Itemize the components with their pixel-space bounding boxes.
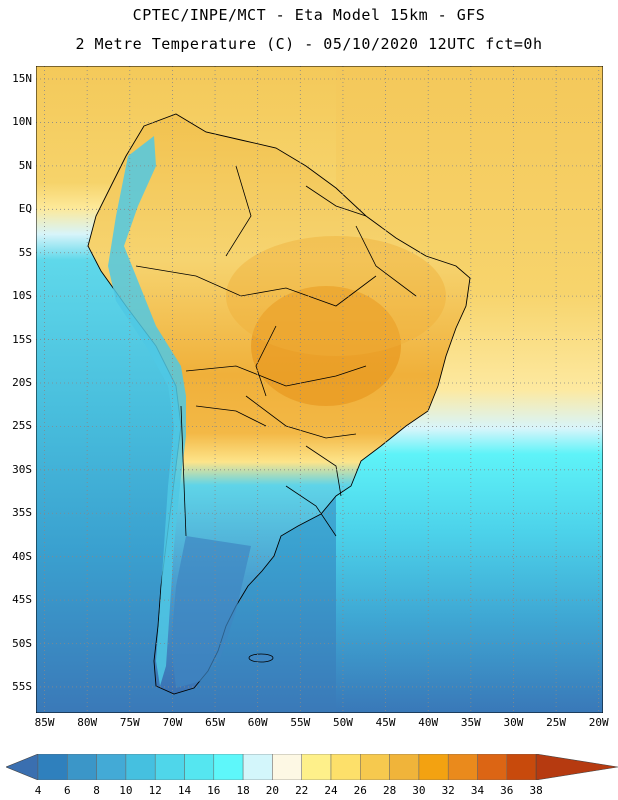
- colorbar-cell: [272, 754, 302, 780]
- lat-label: 10S: [12, 289, 32, 303]
- lon-label: 30W: [503, 716, 524, 729]
- colorbar-cell: [301, 754, 332, 780]
- lon-label: 25W: [546, 716, 567, 729]
- colorbar-cell: [213, 754, 244, 780]
- colorbar-cell: [389, 754, 420, 780]
- colorbar-cell: [125, 754, 156, 780]
- colorbar-level-label: 16: [207, 784, 221, 797]
- colorbar-cell: [67, 754, 97, 780]
- colorbar: [6, 754, 618, 780]
- colorbar-level-label: 10: [119, 784, 133, 797]
- lon-label: 45W: [375, 716, 396, 729]
- temperature-map: [36, 66, 603, 713]
- country-borders: [135, 165, 417, 537]
- colorbar-level-label: 4: [34, 784, 42, 797]
- lat-label: 5N: [18, 158, 32, 172]
- colorbar-cell: [360, 754, 390, 780]
- map-subtitle: 2 Metre Temperature (C) - 05/10/2020 12U…: [75, 35, 543, 53]
- lat-label: 20S: [12, 375, 32, 389]
- colorbar-level-label: 24: [324, 784, 338, 797]
- lat-label: 15N: [12, 72, 32, 86]
- colorbar-level-label: 32: [441, 784, 455, 797]
- colorbar-level-label: 34: [470, 784, 485, 797]
- colorbar-cell: [154, 754, 185, 780]
- colorbar-cell: [242, 754, 273, 780]
- colorbar-cell: [37, 754, 68, 780]
- colorbar-level-label: 26: [353, 784, 367, 797]
- lon-label: 60W: [247, 716, 268, 729]
- colorbar-cell: [447, 754, 478, 780]
- lon-label: 40W: [418, 716, 439, 729]
- lat-label: 55S: [12, 679, 32, 693]
- colorbar-low-arrow: [6, 754, 39, 780]
- falkland-islands: [248, 653, 274, 663]
- colorbar-level-label: 38: [529, 784, 543, 797]
- colorbar-cell: [418, 754, 449, 780]
- lat-label: 40S: [12, 549, 32, 563]
- map-title: CPTEC/INPE/MCT - Eta Model 15km - GFS: [132, 6, 486, 24]
- graticule: [36, 66, 603, 713]
- colorbar-level-label: 22: [295, 784, 309, 797]
- colorbar-cell: [477, 754, 508, 780]
- lon-label: 20W: [588, 716, 609, 729]
- colorbar-cell: [330, 754, 361, 780]
- patagonia-cold: [171, 536, 251, 688]
- lon-label: 80W: [77, 716, 98, 729]
- colorbar-cell: [184, 754, 215, 780]
- lat-label: 25S: [12, 419, 32, 433]
- colorbar-high-arrow: [535, 754, 618, 780]
- lon-label: 50W: [333, 716, 353, 729]
- colorbar-cell: [506, 754, 537, 780]
- colorbar-level-label: 18: [236, 784, 250, 797]
- colorbar-level-label: 14: [177, 784, 192, 797]
- colorbar-level-label: 12: [148, 784, 162, 797]
- lon-label: 65W: [205, 716, 225, 729]
- lat-label: 5S: [18, 245, 32, 259]
- lat-label: 45S: [12, 593, 32, 607]
- lat-label: EQ: [18, 202, 32, 216]
- colorbar-level-label: 8: [93, 784, 100, 797]
- lat-label: 50S: [12, 636, 32, 650]
- lat-label: 15S: [12, 332, 32, 346]
- andes-cool-band: [108, 136, 186, 686]
- lon-label: 35W: [460, 716, 481, 729]
- lat-label: 35S: [12, 506, 32, 520]
- colorbar-level-label: 36: [500, 784, 514, 797]
- lon-label: 55W: [290, 716, 311, 729]
- colorbar-cell: [96, 754, 127, 780]
- colorbar-level-label: 20: [265, 784, 280, 797]
- colorbar-level-label: 30: [412, 784, 426, 797]
- lon-label: 85W: [34, 716, 55, 729]
- lon-label: 75W: [119, 716, 140, 729]
- lon-label: 70W: [162, 716, 183, 729]
- central-brazil-hot-core: [251, 286, 401, 406]
- colorbar-level-label: 6: [63, 784, 71, 797]
- lat-label: 10N: [12, 115, 32, 129]
- lat-label: 30S: [12, 462, 32, 476]
- colorbar-level-label: 28: [382, 784, 397, 797]
